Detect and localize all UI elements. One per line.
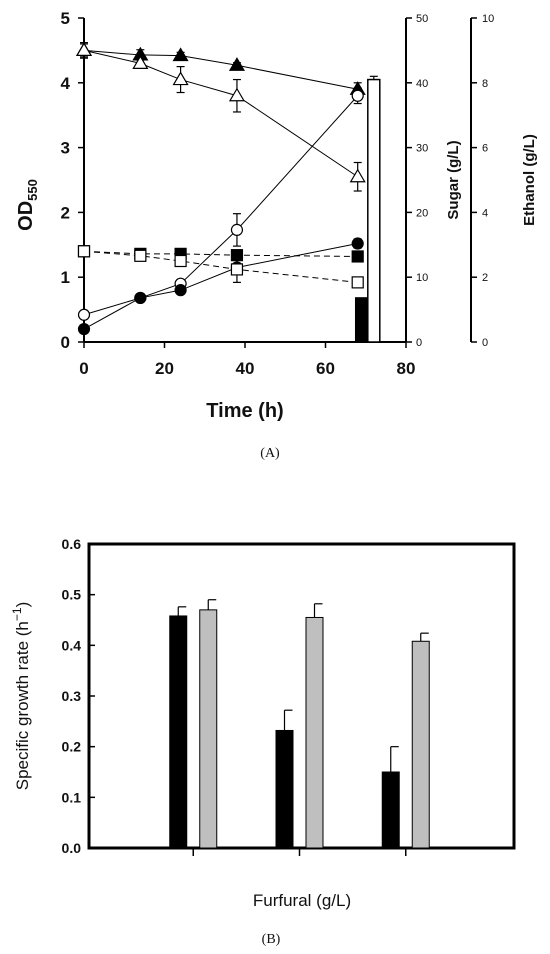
point-open-square <box>174 254 187 268</box>
point-filled-triangle <box>172 47 189 62</box>
point-open-triangle <box>349 168 366 183</box>
chart-a-sugar-axis-title: Sugar (g/L) <box>445 140 462 219</box>
point-open-triangle <box>228 87 245 102</box>
x-tick-label: 0 <box>79 359 88 378</box>
y-ethanol-tick-label: 2 <box>482 272 488 284</box>
y-left-tick-label: 5 <box>61 9 70 28</box>
y-left-tick-label: 0 <box>61 333 70 352</box>
point-open-square <box>230 263 244 276</box>
y-tick-label: 0.3 <box>62 688 82 704</box>
point-filled-square <box>351 250 364 263</box>
y-sugar-tick-label: 30 <box>416 143 428 155</box>
y-tick-label: 0.5 <box>62 587 82 603</box>
y-tick-label: 0.0 <box>62 840 82 856</box>
series-line-open-square <box>83 250 358 283</box>
y-tick-label: 0.2 <box>62 739 82 755</box>
chart-a-ethanol-axis-title: Ethanol (g/L) <box>521 134 538 226</box>
y-ethanol-tick-label: 4 <box>482 207 488 219</box>
point-filled-circle <box>134 291 147 305</box>
chart-b-plot-frame <box>87 542 516 850</box>
point-open-circle <box>77 308 91 321</box>
x-tick-label: 40 <box>236 359 255 378</box>
chart-a-panel-label: (A) <box>260 446 280 461</box>
x-tick-label: 80 <box>397 359 416 378</box>
point-filled-circle <box>77 322 91 336</box>
series-line-filled-triangle <box>83 49 358 90</box>
chart-a-left-axis-title: OD550 <box>15 179 40 231</box>
y-tick-label: 0.4 <box>62 637 82 653</box>
y-tick-label: 0.6 <box>62 536 82 552</box>
point-open-square <box>351 276 364 289</box>
bar-series-2 <box>305 616 324 849</box>
y-left-tick-label: 2 <box>61 203 70 222</box>
x-tick-label: 20 <box>155 359 174 378</box>
bar-black <box>354 297 369 343</box>
bar-series-1 <box>169 615 188 849</box>
y-ethanol-tick-label: 0 <box>482 337 488 349</box>
bar-series-1 <box>381 771 400 849</box>
bar-series-1 <box>275 729 294 849</box>
point-filled-circle <box>174 284 187 297</box>
bar-white <box>367 78 381 343</box>
y-sugar-tick-label: 20 <box>416 207 428 219</box>
point-open-square <box>134 249 147 262</box>
point-filled-circle <box>351 237 364 250</box>
y-left-tick-label: 4 <box>61 74 71 93</box>
series-line-filled-square <box>83 250 358 257</box>
point-open-triangle <box>75 42 93 57</box>
series-line-open-triangle <box>83 49 358 178</box>
point-open-square <box>77 245 91 258</box>
y-ethanol-tick-label: 8 <box>482 78 488 90</box>
chart-b-x-axis-title: Furfural (g/L) <box>253 891 351 910</box>
y-sugar-tick-label: 40 <box>416 78 428 90</box>
y-sugar-tick-label: 10 <box>416 272 428 284</box>
chart-b-panel-label: (B) <box>262 932 281 947</box>
series-line-open-circle <box>83 95 359 316</box>
y-ethanol-tick-label: 10 <box>482 13 494 25</box>
x-tick-label: 60 <box>316 359 335 378</box>
point-open-triangle <box>172 71 189 86</box>
y-ethanol-tick-label: 6 <box>482 143 488 155</box>
y-sugar-tick-label: 0 <box>416 337 422 349</box>
y-left-tick-label: 1 <box>61 268 70 287</box>
point-open-circle <box>351 89 364 102</box>
point-open-triangle <box>132 55 149 69</box>
y-sugar-tick-label: 50 <box>416 13 428 25</box>
bar-series-2 <box>411 640 430 849</box>
y-tick-label: 0.1 <box>62 789 82 805</box>
chart-b-y-axis-title: Specific growth rate (h−1) <box>10 602 32 791</box>
point-filled-triangle <box>228 57 245 71</box>
chart-a-x-axis-title: Time (h) <box>206 400 283 422</box>
y-left-tick-label: 3 <box>61 139 70 158</box>
bar-series-2 <box>199 609 218 849</box>
point-open-circle <box>230 223 244 236</box>
